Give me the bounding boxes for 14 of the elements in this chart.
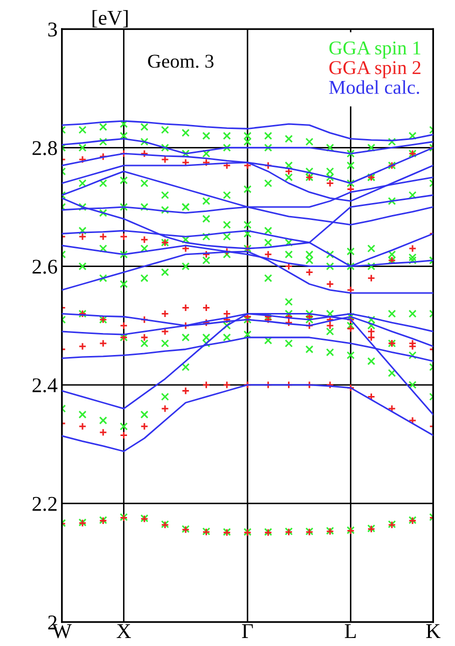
x-tick-label: L (344, 624, 356, 638)
y-tick-label: 2.8 (32, 141, 57, 156)
series-label: Model calc. (329, 80, 420, 94)
text: GGA spin 2 (329, 61, 420, 78)
x-tick-label: K (426, 624, 440, 638)
x-tick-label: X (116, 624, 131, 638)
y-tick-label: 3 (48, 22, 57, 37)
y-tick-label: 2.6 (32, 260, 58, 274)
y-tick-label: 2.2 (32, 496, 57, 512)
text: GGA spin 1 (329, 41, 420, 58)
annotation: Geom. 3 (148, 54, 214, 68)
x-tick-label: Γ (242, 624, 253, 638)
y-tick-label: 2.4 (32, 378, 58, 392)
y-axis-title: [eV] (92, 10, 128, 28)
